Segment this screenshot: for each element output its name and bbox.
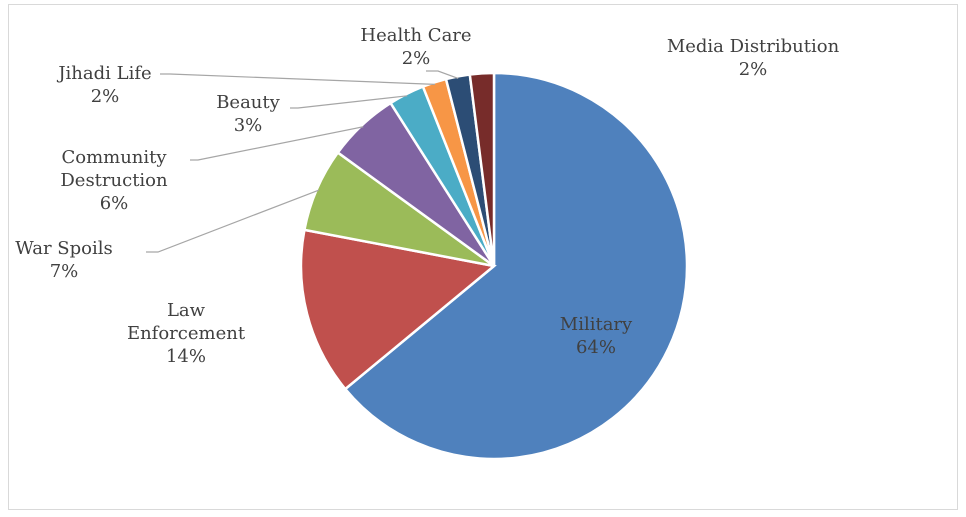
slice-category-text: Enforcement	[127, 323, 246, 344]
data-label-health-care: Health Care 2%	[360, 25, 471, 69]
data-label-beauty: Beauty 3%	[216, 92, 280, 136]
slice-category-text: Community	[61, 147, 167, 168]
leader-lines	[146, 70, 459, 253]
data-labels: Military 64% Law Enforcement 14% War Spoils 7%…	[15, 25, 839, 367]
slice-percent-text: 14%	[166, 346, 206, 367]
slice-percent-text: 2%	[91, 86, 120, 107]
slice-category-text: Destruction	[60, 170, 168, 191]
data-label-jihadi-life: Jihadi Life 2%	[56, 63, 151, 107]
slice-percent-text: 6%	[100, 193, 129, 214]
leader-line-community-destruction	[190, 126, 364, 161]
slice-category-text: Health Care	[360, 25, 471, 46]
data-label-media-distribution: Media Distribution 2%	[667, 36, 840, 80]
slice-percent-text: 64%	[576, 337, 616, 358]
data-label-law-enforcement: Law Enforcement 14%	[127, 300, 246, 367]
slice-percent-text: 7%	[50, 261, 79, 282]
leader-line-war-spoils	[146, 189, 319, 253]
slice-category-text: Media Distribution	[667, 36, 840, 57]
slice-percent-text: 2%	[739, 59, 768, 80]
leader-line-jihadi-life	[160, 73, 436, 85]
slice-category-text: Law	[167, 300, 206, 321]
data-label-military: Military 64%	[560, 314, 633, 358]
leader-line-health-care	[426, 70, 459, 79]
slice-category-text: Beauty	[216, 92, 280, 113]
pie-slice-media-distribution	[468, 71, 496, 267]
slice-percent-text: 3%	[234, 115, 263, 136]
data-label-war-spoils: War Spoils 7%	[15, 238, 112, 282]
pie-slice-law-enforcement	[299, 228, 497, 391]
leader-line-beauty	[290, 95, 408, 109]
slice-category-text: Jihadi Life	[56, 63, 151, 84]
pie-slices	[299, 71, 689, 461]
slice-percent-text: 2%	[402, 48, 431, 69]
slice-category-text: War Spoils	[15, 238, 112, 259]
data-label-community-destruction: Community Destruction 6%	[60, 147, 168, 214]
slice-category-text: Military	[560, 314, 633, 335]
pie-slice-military	[343, 71, 689, 461]
